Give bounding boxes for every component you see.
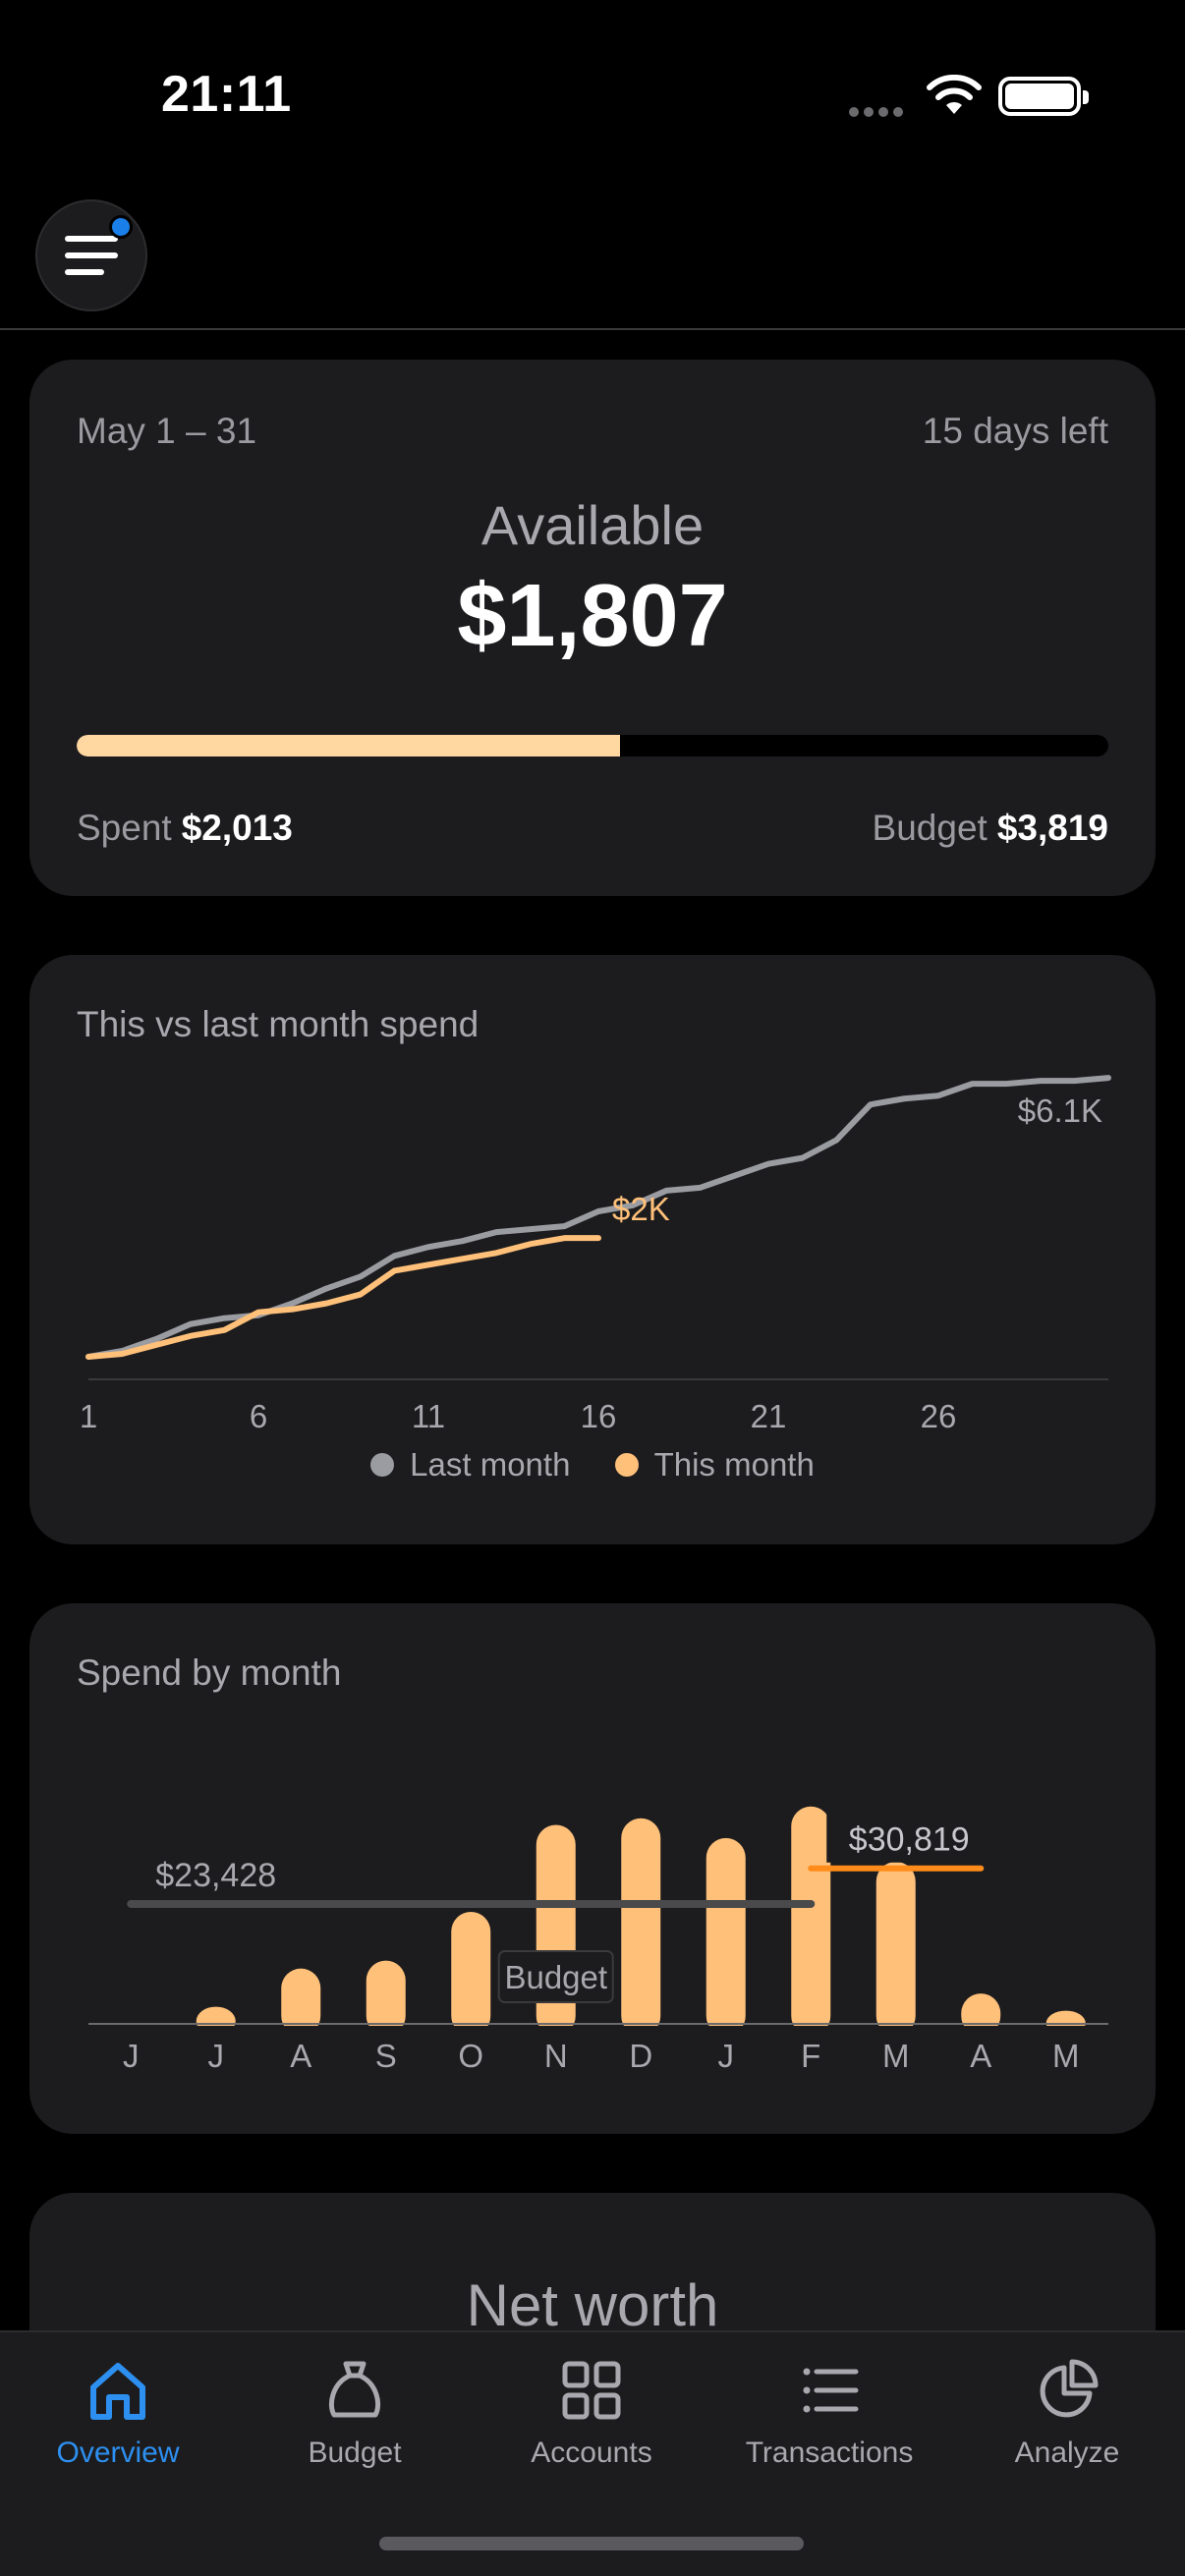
legend-item-last-month: Last month — [370, 1446, 570, 1484]
x-tick-label: 26 — [921, 1398, 957, 1434]
x-tick-label: 1 — [80, 1398, 97, 1434]
spend-line-chart: 1 6 11 16 21 26$6.1K$2K — [80, 1075, 1111, 1434]
grid-icon — [562, 2361, 621, 2420]
header-divider — [0, 328, 1185, 330]
home-icon — [90, 2363, 145, 2420]
spent-label: Spent — [77, 808, 172, 848]
status-time: 21:11 — [161, 66, 292, 123]
bar-month — [791, 1806, 831, 2036]
line-last-month — [85, 1075, 1111, 1360]
budget-tag-box — [497, 1950, 614, 2003]
x-tick-label: D — [629, 2038, 652, 2074]
month-comparison-card[interactable]: This vs last month spend 1 6 11 16 21 26 $6.1K… — [29, 955, 1156, 1544]
wifi-icon — [927, 75, 982, 114]
tab-bar: Overview Budget Accounts Transactions An… — [0, 2330, 1185, 2576]
end-label-last-month: $6.1K — [1018, 1092, 1102, 1129]
spent-summary: Spent $2,013 — [77, 808, 293, 849]
tab-budget[interactable]: Budget — [256, 2356, 453, 2470]
x-tick-label: A — [290, 2038, 311, 2074]
legend-label-this-month: This month — [653, 1446, 815, 1483]
home-indicator — [379, 2537, 804, 2550]
spend-chart-title: This vs last month spend — [77, 1004, 480, 1044]
tab-transactions[interactable]: Transactions — [731, 2356, 928, 2470]
money-bag-icon — [328, 2361, 381, 2418]
bar-month — [705, 1837, 746, 2036]
x-tick-label: J — [718, 2038, 735, 2074]
budget-progress-bar — [77, 735, 1108, 756]
hamburger-icon — [65, 236, 118, 275]
x-tick-label: N — [544, 2038, 568, 2074]
x-tick-label: S — [375, 2038, 397, 2074]
pie-chart-icon — [1040, 2359, 1099, 2418]
x-tick-label: 16 — [581, 1398, 617, 1434]
available-value: $1,807 — [457, 567, 728, 665]
marker-label: $30,819 — [849, 1821, 970, 1859]
bar-month — [366, 1960, 406, 2036]
budget-period: May 1 – 31 — [77, 411, 257, 451]
spent-value: $2,013 — [181, 808, 293, 848]
x-tick-label: 11 — [412, 1398, 445, 1434]
bar-month — [875, 1862, 916, 2036]
status-bar: 21:11 — [0, 0, 1185, 187]
x-tick-label: 21 — [751, 1398, 787, 1434]
budget-summary: Budget $3,819 — [873, 808, 1108, 849]
bar-baseline-mask — [79, 2026, 1118, 2045]
tab-label-transactions: Transactions — [745, 2436, 914, 2469]
line-this-month — [85, 1235, 601, 1360]
x-tick-label: 6 — [250, 1398, 267, 1434]
legend-dot-this-month — [614, 1453, 639, 1477]
battery-icon — [998, 77, 1089, 116]
menu-button[interactable] — [35, 199, 147, 311]
legend-item-this-month: This month — [614, 1446, 815, 1484]
bar-month — [961, 1993, 1001, 2036]
tab-label-analyze: Analyze — [1014, 2436, 1120, 2469]
legend-dot-last-month — [370, 1453, 395, 1477]
tab-label-accounts: Accounts — [531, 2436, 652, 2469]
cellular-icon — [849, 104, 908, 117]
net-worth-title: Net worth — [466, 2272, 719, 2338]
x-tick-label: M — [1052, 2038, 1080, 2074]
notification-dot — [109, 215, 133, 239]
chart-legend: Last month This month — [29, 1446, 1156, 1484]
tab-accounts[interactable]: Accounts — [493, 2356, 690, 2470]
budget-label: Budget — [872, 808, 988, 848]
days-left: 15 days left — [922, 411, 1108, 451]
x-tick-label: M — [882, 2038, 910, 2074]
month-chart-title: Spend by month — [77, 1652, 342, 1693]
budget-summary-card[interactable]: May 1 – 31 15 days left Available $1,807… — [29, 360, 1156, 896]
tab-label-overview: Overview — [56, 2436, 180, 2469]
x-tick-label: J — [208, 2038, 225, 2074]
available-label: Available — [480, 494, 705, 556]
budget-progress-fill — [77, 735, 621, 756]
budget-value: $3,819 — [996, 808, 1108, 848]
x-tick-label: O — [458, 2038, 483, 2074]
spend-bar-chart: J J A S O N D J F M A M $23,428 $30,819 Budget — [79, 1806, 1118, 2074]
marker-label-bg — [826, 1813, 992, 1863]
tab-overview[interactable]: Overview — [20, 2356, 216, 2470]
bar-month — [536, 1824, 576, 2036]
x-tick-label: F — [801, 2038, 820, 2074]
end-label-this-month: $2K — [612, 1191, 670, 1227]
x-tick-label: A — [970, 2038, 991, 2074]
tab-analyze[interactable]: Analyze — [969, 2356, 1165, 2470]
bar-month — [451, 1912, 491, 2036]
average-label: $23,428 — [155, 1857, 276, 1894]
budget-tag-label: Budget — [504, 1959, 607, 1995]
x-tick-label: J — [123, 2038, 140, 2074]
bar-month — [621, 1818, 661, 2036]
bar-month — [281, 1968, 321, 2036]
list-icon — [803, 2368, 859, 2413]
spend-by-month-card[interactable]: Spend by month J J A S O N D J F M A M $23,428 $30,81… — [29, 1603, 1156, 2134]
legend-label-last-month: Last month — [410, 1446, 571, 1483]
tab-label-budget: Budget — [308, 2436, 402, 2469]
